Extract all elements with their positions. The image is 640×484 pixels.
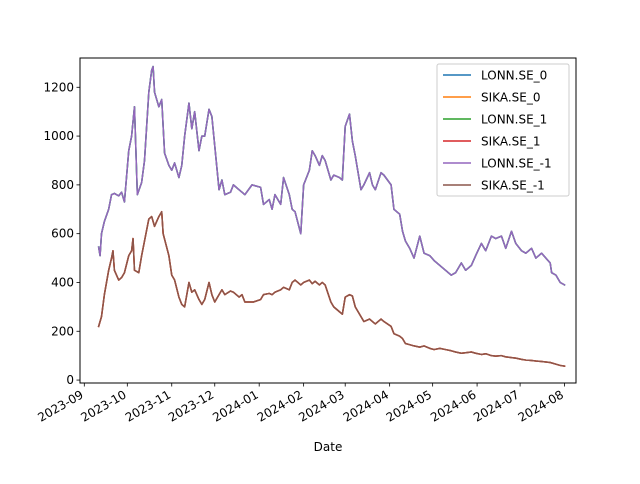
legend-label: SIKA.SE_-1 <box>481 179 545 193</box>
legend-label: LONN.SE_1 <box>481 113 547 127</box>
series-line-4 <box>97 65 566 286</box>
y-tick-label: 600 <box>51 227 74 241</box>
y-axis: 0 200 400 600 800 1000 1200 <box>43 80 80 387</box>
plot-frame <box>79 57 577 384</box>
y-tick-label: 1000 <box>43 129 74 143</box>
series-layer <box>97 65 566 368</box>
legend-label: LONN.SE_0 <box>481 69 547 83</box>
legend-label: LONN.SE_-1 <box>481 157 552 171</box>
y-tick-label: 200 <box>51 324 74 338</box>
y-tick-label: 1200 <box>43 80 74 94</box>
legend: LONN.SE_0 SIKA.SE_0 LONN.SE_1 SIKA.SE_1 LONN… <box>436 63 570 197</box>
y-tick-label: 0 <box>66 373 74 387</box>
legend-label: SIKA.SE_1 <box>481 135 540 149</box>
series-line-5 <box>97 210 566 368</box>
y-tick-label: 400 <box>51 275 74 289</box>
legend-label: SIKA.SE_0 <box>481 91 540 105</box>
x-axis-label: Date <box>314 440 343 454</box>
legend-box <box>436 63 570 197</box>
y-tick-label: 800 <box>51 178 74 192</box>
